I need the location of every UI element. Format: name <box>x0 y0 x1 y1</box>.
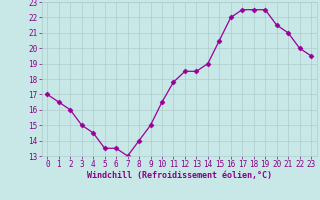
X-axis label: Windchill (Refroidissement éolien,°C): Windchill (Refroidissement éolien,°C) <box>87 171 272 180</box>
